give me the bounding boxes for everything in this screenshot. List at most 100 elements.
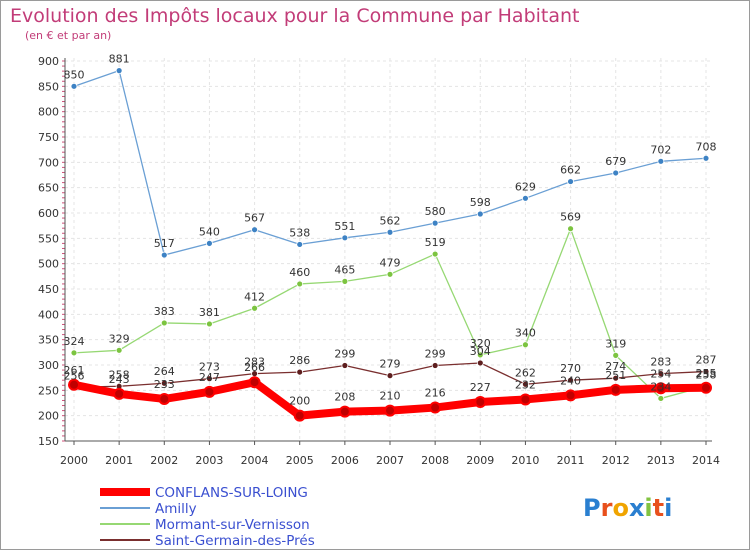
legend-label: Mormant-sur-Vernisson [155,517,310,533]
data-point [70,82,78,90]
data-point [158,392,171,405]
data-point [341,277,349,285]
x-tick-label: 2014 [692,454,720,467]
legend-label: CONFLANS-SUR-LOING [155,485,308,501]
data-point [657,370,665,378]
data-label: 460 [289,266,310,279]
x-tick-label: 2008 [421,454,449,467]
data-point [296,241,304,248]
data-label: 232 [515,378,536,391]
data-label: 304 [470,345,491,358]
data-point [476,359,484,367]
data-label: 287 [696,354,717,367]
data-point [206,320,213,328]
data-point [296,368,304,376]
data-point [206,239,213,247]
data-point [386,372,394,380]
data-label: 234 [650,380,671,393]
data-label: 286 [289,354,310,367]
axes: 150 200 250 300 350 400 450 500 550 600 650 700 750 8… [38,55,720,467]
data-point [657,157,665,165]
legend: CONFLANS-SUR-LOINGAmillyMormant-sur-Vern… [100,485,315,549]
data-label: 324 [64,335,85,348]
proxiti-logo: Proxiti [583,494,672,522]
data-point [612,169,620,177]
data-point [700,381,712,394]
data-point [654,382,667,395]
y-tick-label: 500 [38,258,59,271]
data-label: 850 [64,68,85,81]
data-point [296,280,304,288]
data-label: 258 [696,368,717,381]
data-label: 340 [515,327,536,340]
data-label: 551 [334,220,355,233]
data-point [519,393,532,406]
data-point [612,374,620,382]
data-label: 320 [470,337,491,350]
data-label: 270 [560,362,581,375]
y-tick-label: 700 [38,156,59,169]
data-point [206,375,213,383]
data-point [386,228,394,236]
data-label: 240 [560,374,581,387]
data-label: 261 [64,364,85,377]
y-tick-label: 150 [38,435,59,448]
y-tick-label: 300 [38,359,59,372]
data-point [115,346,123,354]
data-point [522,341,529,349]
data-label: 517 [154,237,175,250]
x-tick-label: 2004 [241,454,269,467]
x-tick-label: 2000 [60,454,88,467]
y-tick-label: 900 [38,55,59,68]
data-point [567,178,574,185]
chart-title: Evolution des Impôts locaux pour la Comm… [10,5,580,27]
data-label: 273 [199,361,220,374]
data-label: 569 [560,211,581,224]
data-label: 264 [154,365,175,378]
x-tick-label: 2005 [286,454,314,467]
data-label: 412 [244,290,265,303]
data-point [160,379,168,387]
x-tick-label: 2012 [602,454,630,467]
data-point [612,351,620,359]
data-label: 383 [154,305,175,318]
data-point [341,234,349,242]
data-label: 200 [289,395,310,408]
data-point [70,349,78,357]
data-label: 256 [64,369,85,382]
y-tick-label: 550 [38,232,59,245]
svg-text:Proxiti: Proxiti [583,494,672,522]
data-label: 662 [560,164,581,177]
data-label: 708 [696,140,717,153]
data-label: 519 [425,236,446,249]
data-label: 299 [425,348,446,361]
data-label: 262 [515,366,536,379]
data-point [609,383,622,396]
data-point [474,395,487,408]
data-point [68,378,80,391]
y-tick-label: 450 [38,283,59,296]
data-label: 254 [650,367,671,380]
data-label: 243 [109,373,130,386]
data-label: 567 [244,212,265,225]
data-label: 283 [650,356,671,369]
data-point [522,380,529,388]
data-point [251,226,258,234]
data-point [429,401,442,414]
data-label: 329 [109,332,130,345]
data-point [476,210,484,218]
data-label: 465 [334,263,355,276]
data-label: 210 [380,390,401,403]
data-label: 679 [605,155,626,168]
data-label: 208 [334,391,355,404]
x-tick-label: 2011 [557,454,585,467]
data-point [702,154,710,162]
data-label: 247 [199,371,220,384]
data-point [431,250,439,258]
x-tick-label: 2006 [331,454,359,467]
x-tick-label: 2010 [511,454,539,467]
y-tick-label: 750 [38,131,59,144]
data-label: 538 [289,226,310,239]
legend-label: Saint-Germain-des-Prés [155,533,315,549]
